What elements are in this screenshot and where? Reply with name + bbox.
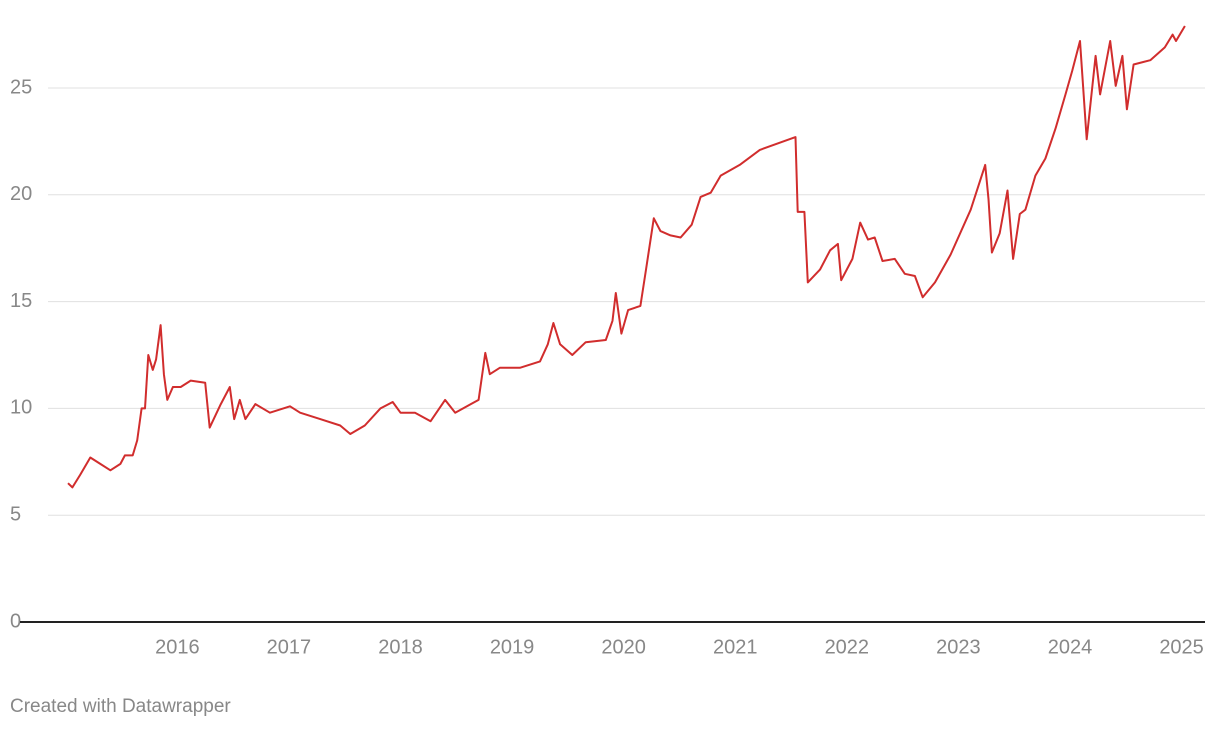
footer: Created with Datawrapper (10, 696, 231, 717)
y-tick-label: 5 (10, 503, 21, 525)
y-tick-label: 20 (10, 183, 32, 205)
y-tick-label: 25 (10, 76, 32, 98)
x-tick-label: 2022 (825, 636, 870, 658)
x-tick-label: 2018 (378, 636, 423, 658)
x-tick-label: 2016 (155, 636, 200, 658)
x-tick-label: 2021 (713, 636, 758, 658)
x-tick-label: 2017 (267, 636, 312, 658)
line (67, 25, 1186, 489)
x-tick-label: 2025 (1159, 636, 1204, 658)
x-tick-label: 2019 (490, 636, 535, 658)
x-tick-label: 2024 (1048, 636, 1093, 658)
y-tick-label: 15 (10, 290, 32, 312)
x-tick-label: 2020 (601, 636, 646, 658)
y-tick-label: 10 (10, 397, 32, 419)
x-tick-label: 2023 (936, 636, 981, 658)
y-tick-label: 0 (10, 610, 21, 632)
